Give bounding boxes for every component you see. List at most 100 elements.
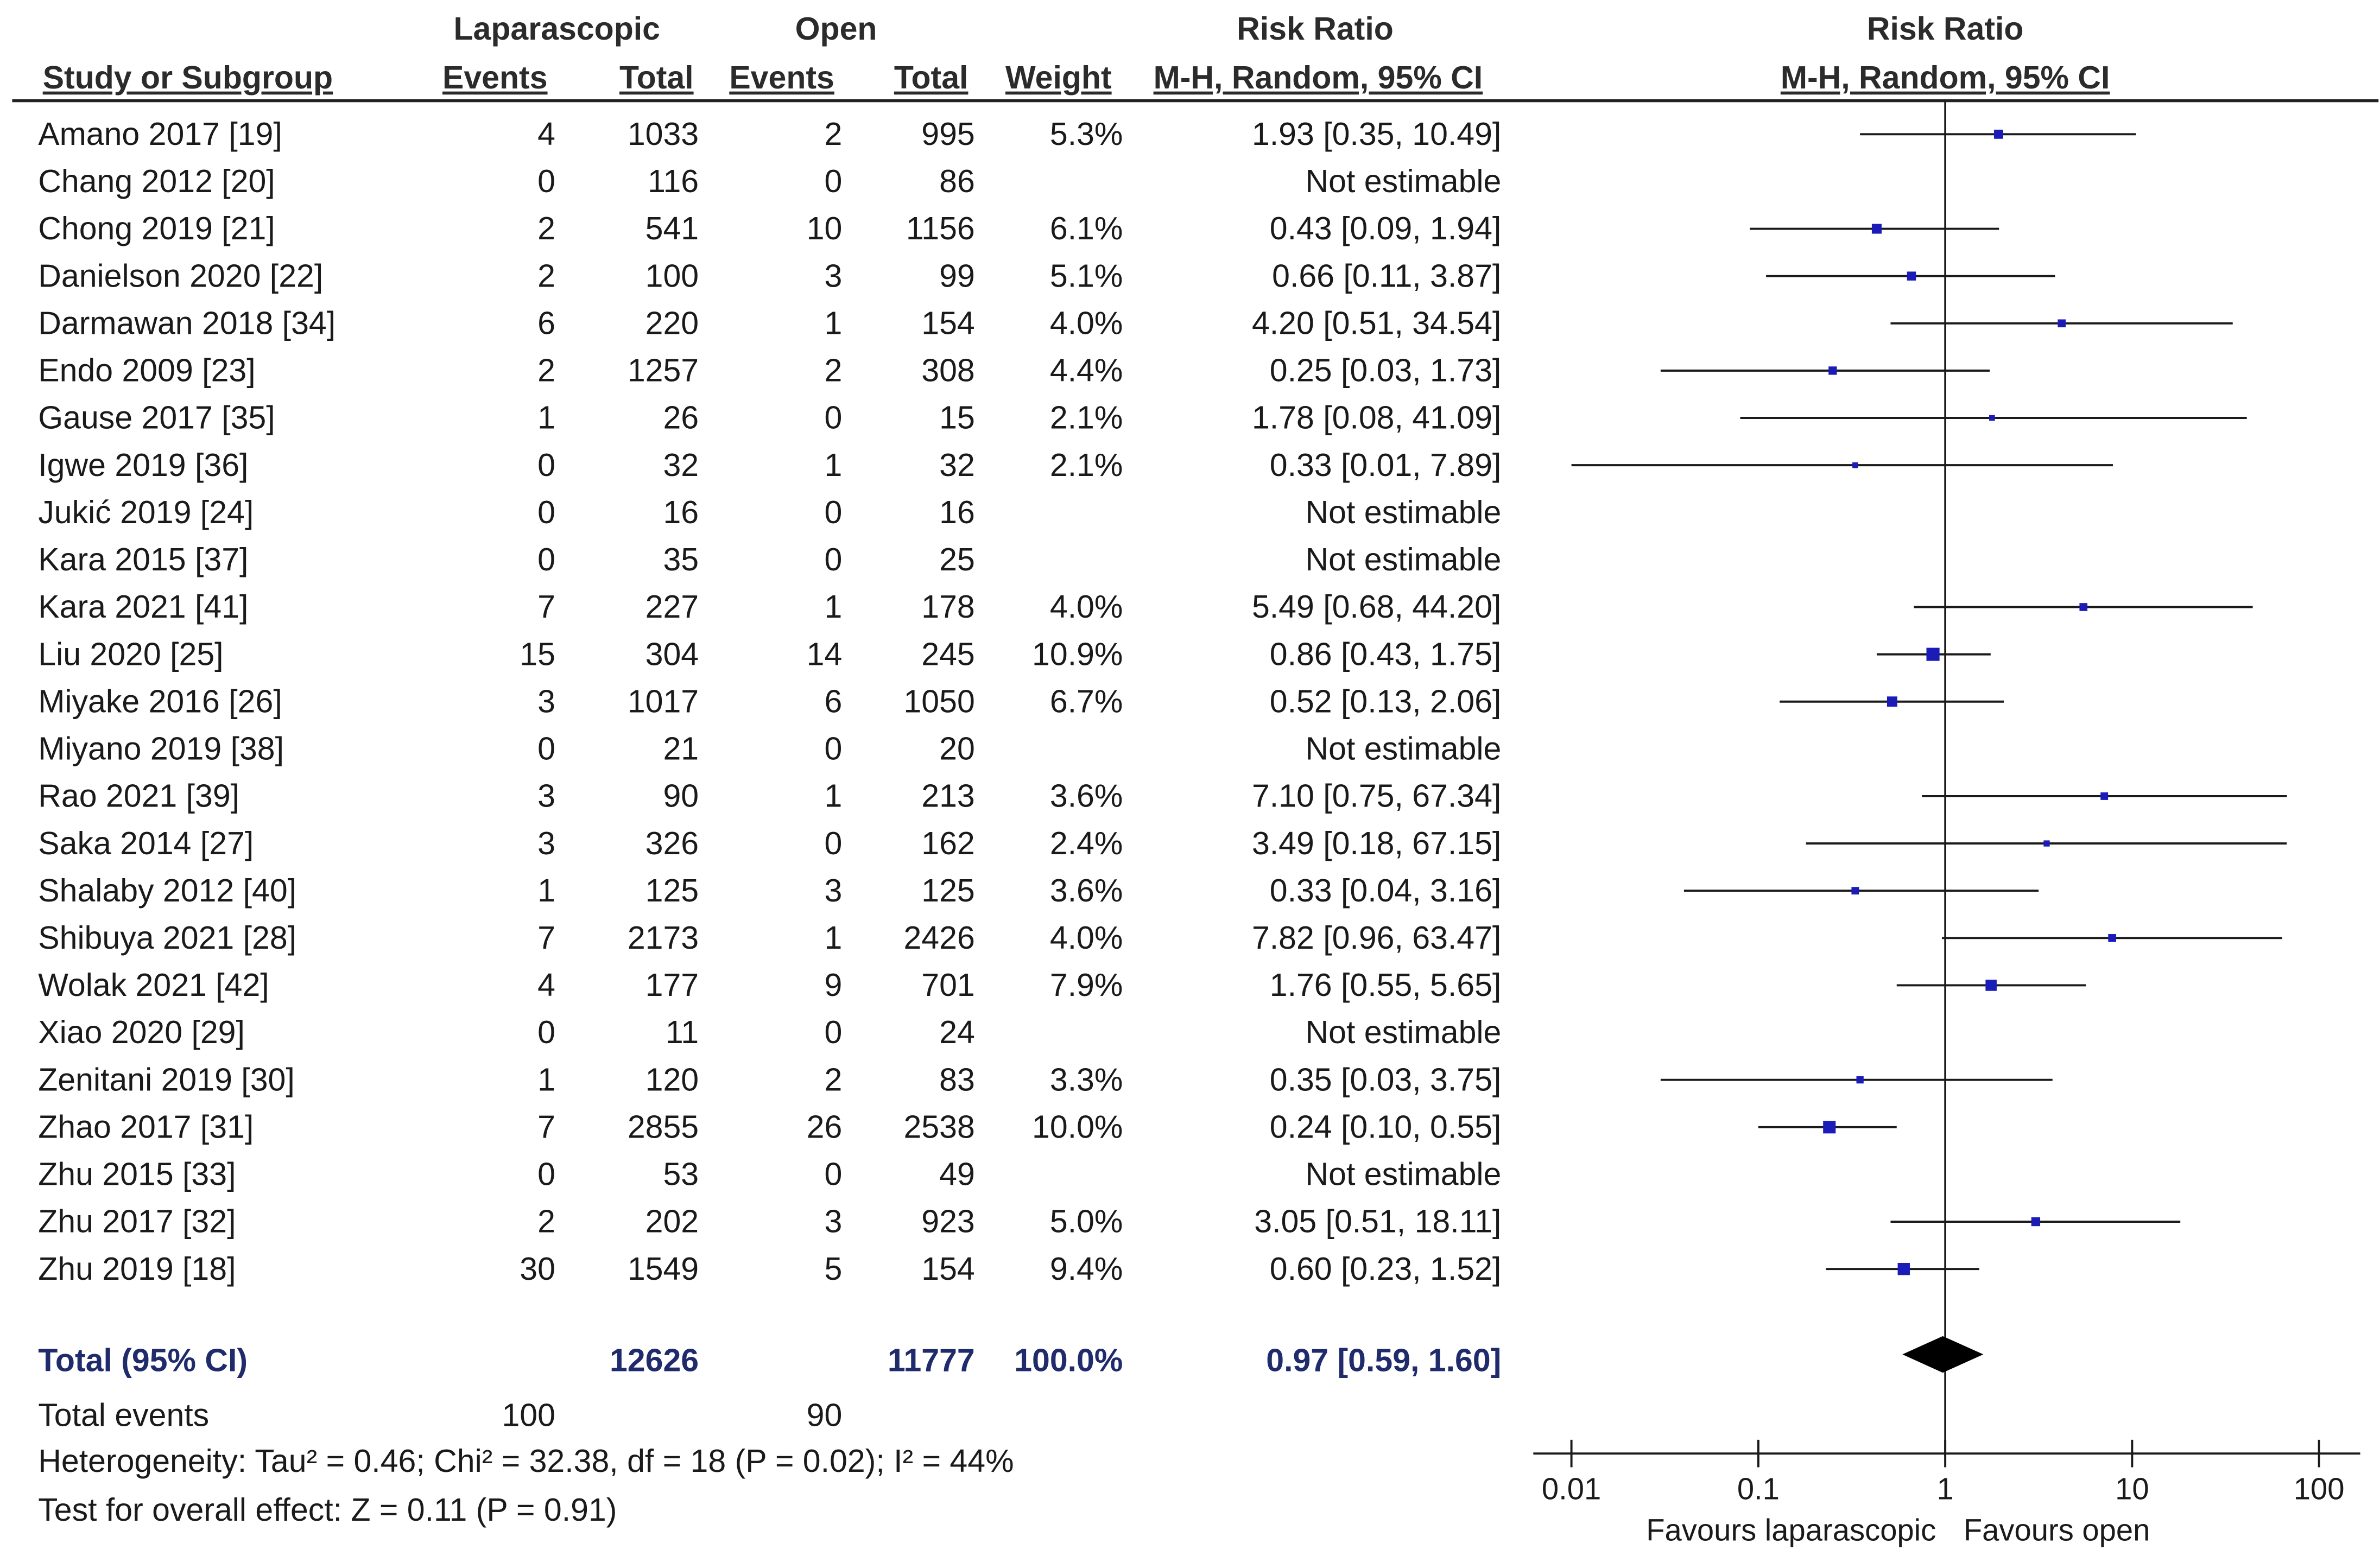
point-marker [2043,840,2050,847]
table-row: Chong 2019 [21] 2 541 10 1156 6.1% 0.43 [0.09,… [0,206,1526,253]
cell-weight: 3.3% [1049,1063,1123,1098]
table-row: Miyano 2019 [38] 0 21 0 20 Not estimable [0,726,1526,773]
cell-le: 30 [520,1252,555,1287]
cell-lt: 116 [648,164,699,200]
table-row: Shibuya 2021 [28] 7 2173 1 2426 4.0% 7.82 [0.9… [0,915,1526,962]
cell-le: 0 [537,1015,555,1051]
cell-le: 0 [537,164,555,200]
table-row: Xiao 2020 [29] 0 11 0 24 Not estimable [0,1009,1526,1057]
overall-effect-text: Test for overall effect: Z = 0.11 (P = 0… [38,1493,617,1528]
cell-rr: Not estimable [1305,496,1502,531]
point-marker [2079,603,2088,611]
cell-oe: 2 [824,117,843,153]
cell-rr: 3.49 [0.18, 67.15] [1251,827,1502,862]
cell-rr: Not estimable [1305,732,1502,767]
table-row: Zhu 2015 [33] 0 53 0 49 Not estimable [0,1152,1526,1199]
cell-ot: 1156 [906,212,975,247]
favours-right-label: Favours open [1964,1513,2150,1547]
cell-study: Amano 2017 [19] [38,117,282,153]
cell-study: Wolak 2021 [42] [38,968,269,1004]
cell-lt: 90 [663,779,699,815]
cell-ot: 99 [939,259,975,295]
cell-weight: 2.1% [1049,448,1123,484]
cell-ot: 125 [921,874,975,909]
cell-le: 7 [537,921,555,957]
table-row: Miyake 2016 [26] 3 1017 6 1050 6.7% 0.52 [0.13… [0,679,1526,726]
cell-oe: 0 [824,401,843,436]
cell-rr: 1.76 [0.55, 5.65] [1269,968,1502,1004]
cell-le: 0 [537,732,555,767]
cell-study: Jukić 2019 [24] [38,496,254,531]
x-tick-label: 1 [1937,1472,1954,1506]
cell-oe: 3 [824,1205,843,1240]
table-row: Shalaby 2012 [40] 1 125 3 125 3.6% 0.33 [0.04,… [0,868,1526,915]
cell-rr: 5.49 [0.68, 44.20] [1251,590,1502,626]
header-open-events: Events [729,61,834,97]
cell-le: 4 [537,968,555,1004]
cell-oe: 2 [824,353,843,389]
cell-lt: 35 [663,543,699,579]
cell-lt: 2173 [627,921,699,957]
total-weight: 100.0% [1014,1343,1123,1379]
cell-study: Zhu 2015 [33] [38,1158,236,1193]
cell-weight: 10.0% [1032,1110,1123,1146]
cell-rr: Not estimable [1305,1158,1502,1193]
point-marker [1823,1121,1836,1134]
total-lap-total: 12626 [609,1343,699,1379]
cell-weight: 4.4% [1049,353,1123,389]
cell-weight: 3.6% [1049,874,1123,909]
cell-rr: Not estimable [1305,543,1502,579]
cell-rr: 0.33 [0.04, 3.16] [1269,874,1502,909]
cell-lt: 125 [645,874,699,909]
pooled-diamond [1902,1336,1984,1373]
table-row: Amano 2017 [19] 4 1033 2 995 5.3% 1.93 [0.35, … [0,111,1526,158]
cell-rr: 0.33 [0.01, 7.89] [1269,448,1502,484]
cell-ot: 995 [921,117,975,153]
cell-le: 4 [537,117,555,153]
cell-oe: 10 [806,212,843,247]
cell-weight: 6.1% [1049,212,1123,247]
point-marker [1994,129,2003,139]
header-lap-events: Events [442,61,548,97]
cell-oe: 6 [824,684,843,720]
cell-study: Shibuya 2021 [28] [38,921,297,957]
table-row: Chang 2012 [20] 0 116 0 86 Not estimable [0,158,1526,206]
cell-oe: 9 [824,968,843,1004]
cell-ot: 49 [939,1158,975,1193]
header-group1: Laparascopic [453,12,661,48]
header-rr-method-table: M-H, Random, 95% CI [1153,61,1483,97]
cell-rr: Not estimable [1305,164,1502,200]
cell-le: 3 [537,684,555,720]
cell-lt: 16 [663,496,699,531]
cell-ot: 2538 [903,1110,975,1146]
cell-rr: 0.66 [0.11, 3.87] [1272,259,1502,295]
cell-ot: 20 [939,732,975,767]
cell-rr: 1.93 [0.35, 10.49] [1251,117,1502,153]
cell-weight: 4.0% [1049,306,1123,342]
cell-lt: 100 [645,259,699,295]
cell-le: 2 [537,353,555,389]
cell-weight: 2.1% [1049,401,1123,436]
cell-oe: 1 [824,590,843,626]
cell-le: 1 [537,401,555,436]
table-row: Danielson 2020 [22] 2 100 3 99 5.1% 0.66 [0.11… [0,253,1526,301]
cell-ot: 16 [939,496,975,531]
point-marker [2058,319,2066,328]
cell-study: Shalaby 2012 [40] [38,874,297,909]
cell-study: Rao 2021 [39] [38,779,240,815]
cell-oe: 2 [824,1063,843,1098]
table-row: Kara 2015 [37] 0 35 0 25 Not estimable [0,537,1526,584]
cell-weight: 10.9% [1032,637,1123,673]
cell-weight: 2.4% [1049,827,1123,862]
table-row: Zenitani 2019 [30] 1 120 2 83 3.3% 0.35 [0.03,… [0,1057,1526,1104]
cell-le: 2 [537,1205,555,1240]
table-row: Wolak 2021 [42] 4 177 9 701 7.9% 1.76 [0.55, 5… [0,962,1526,1009]
cell-oe: 0 [824,1015,843,1051]
total-events-open: 90 [806,1399,843,1434]
cell-weight: 5.1% [1049,259,1123,295]
total-label: Total (95% CI) [38,1343,248,1379]
header-rr-title-plot: Risk Ratio [1866,12,2024,48]
table-row: Liu 2020 [25] 15 304 14 245 10.9% 0.86 [0.43, … [0,631,1526,678]
cell-lt: 177 [645,968,699,1004]
